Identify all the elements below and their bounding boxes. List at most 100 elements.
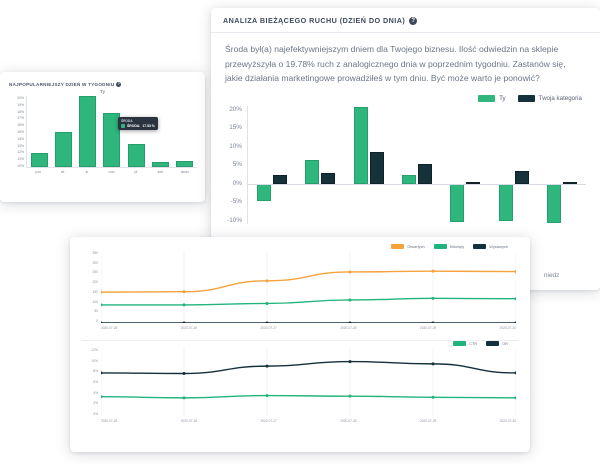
volume-data-point[interactable] [431, 296, 435, 300]
weekday-x-tick: sob [157, 170, 164, 174]
weekday-bar[interactable] [54, 132, 72, 167]
legend-item-or[interactable]: OR [486, 341, 508, 346]
volume-data-point[interactable] [99, 321, 103, 325]
analysis-x-label-sunday: niedz [544, 272, 560, 279]
analysis-bar-category[interactable] [514, 171, 529, 185]
analysis-bar-you[interactable] [353, 106, 368, 185]
legend-swatch-clicked [433, 244, 447, 249]
analysis-bar-group[interactable] [489, 106, 537, 224]
rates-data-point[interactable] [265, 394, 269, 398]
volume-series-line[interactable] [100, 297, 517, 306]
volume-data-point[interactable] [99, 290, 103, 294]
analysis-bar-group[interactable] [296, 106, 344, 224]
weekday-bar[interactable] [152, 161, 170, 167]
legend-item-sent[interactable]: Wysłanych [473, 244, 508, 249]
legend-item-ctr[interactable]: CTR [453, 341, 477, 346]
legend-item-category[interactable]: Twoja kategoria [517, 94, 582, 102]
legend-item-you[interactable]: Ty [478, 94, 506, 102]
volume-data-point[interactable] [348, 298, 352, 302]
weekday-series-label: Ty [99, 90, 106, 95]
weekday-x-tick: niedz [180, 170, 189, 174]
rates-x-tick: 2020-07-26 [180, 419, 198, 423]
weekday-bar[interactable] [30, 152, 48, 167]
rates-plot-area [99, 348, 518, 416]
rates-data-point[interactable] [182, 396, 186, 400]
weekday-bar[interactable] [79, 96, 97, 167]
weekday-x-tick: pt [134, 170, 138, 174]
rates-data-point[interactable] [514, 396, 518, 400]
analysis-bar-you[interactable] [546, 184, 561, 223]
analysis-bar-category[interactable] [417, 163, 432, 185]
legend-swatch-sent [473, 244, 487, 249]
volume-x-tick: 2020-07-30 [499, 326, 516, 330]
tooltip-value: 17.53 % [142, 124, 155, 128]
volume-data-point[interactable] [182, 290, 186, 294]
rates-y-tick: 12% [91, 348, 98, 352]
volume-data-point[interactable] [348, 270, 352, 274]
analysis-bar-you[interactable] [498, 184, 513, 221]
rates-data-point[interactable] [431, 362, 435, 366]
rates-x-tick: 2020-07-29 [419, 419, 437, 423]
analysis-bar-category[interactable] [562, 181, 577, 185]
volume-plot-area [99, 251, 518, 325]
volume-data-point[interactable] [99, 303, 103, 307]
rates-data-point[interactable] [99, 395, 103, 399]
volume-data-point[interactable] [514, 321, 518, 325]
legend-item-clicked[interactable]: Kliknięty [433, 244, 464, 249]
volume-data-point[interactable] [431, 321, 435, 325]
rates-data-point[interactable] [99, 371, 103, 375]
help-circle-icon[interactable]: ? [116, 82, 122, 87]
volume-data-point[interactable] [348, 321, 352, 325]
analysis-y-tick: -5% [230, 198, 242, 206]
weekday-bar[interactable] [103, 112, 121, 167]
rates-x-axis: 2020-07-25 2020-07-26 2020-07-27 2020-07-28… [101, 419, 516, 423]
legend-item-opened[interactable]: Otwartych [391, 244, 425, 249]
rates-series-line[interactable] [100, 360, 517, 375]
analysis-bar-category[interactable] [321, 172, 336, 185]
analysis-y-tick: 15% [229, 124, 242, 132]
weekday-tooltip: ŚRODA ŚRODA: 17.53 % [118, 117, 158, 130]
rates-data-point[interactable] [514, 371, 518, 375]
analysis-bar-category[interactable] [273, 175, 288, 185]
volume-data-point[interactable] [431, 269, 435, 273]
rates-data-point[interactable] [265, 364, 269, 368]
legend-swatch-category [517, 94, 535, 102]
help-circle-icon[interactable]: ? [409, 16, 418, 25]
analysis-bar-you[interactable] [450, 184, 465, 222]
volume-y-tick: 350 [92, 251, 98, 255]
rates-data-point[interactable] [348, 394, 352, 398]
rates-x-tick: 2020-07-27 [260, 419, 277, 423]
volume-data-point[interactable] [265, 301, 269, 305]
volume-series-line[interactable] [100, 270, 517, 293]
weekday-bar[interactable] [127, 143, 145, 167]
analysis-bar-group[interactable] [345, 106, 393, 224]
analysis-bar-group[interactable] [393, 106, 441, 224]
rates-y-tick: 0% [93, 411, 98, 416]
volume-data-point[interactable] [514, 270, 518, 274]
weekday-y-tick: 11% [17, 157, 24, 162]
tooltip-row: ŚRODA: 17.53 % [121, 124, 155, 128]
rates-series-line[interactable] [100, 394, 517, 399]
volume-svg [99, 251, 518, 325]
analysis-bar-group[interactable] [538, 106, 586, 224]
rates-data-point[interactable] [431, 395, 435, 399]
volume-data-point[interactable] [182, 321, 186, 325]
weekday-card-title: NAJPOPULARNIEJSZY DZIEŃ W TYGODNIU ? [9, 82, 205, 87]
analysis-bar-you[interactable] [401, 175, 416, 185]
volume-data-point[interactable] [265, 321, 269, 325]
analysis-bar-you[interactable] [257, 184, 272, 201]
analysis-bar-group[interactable] [441, 106, 489, 224]
volume-y-tick: 300 [92, 260, 98, 265]
analysis-card-header: ANALIZA BIEŻĄCEGO RUCHU (DZIEŃ DO DNIA) … [211, 8, 600, 33]
analysis-bar-group[interactable] [248, 106, 296, 224]
weekday-bar[interactable] [176, 161, 194, 167]
analysis-bar-you[interactable] [305, 159, 320, 185]
analysis-bar-category[interactable] [466, 182, 481, 185]
volume-data-point[interactable] [182, 303, 186, 307]
volume-data-point[interactable] [514, 297, 518, 301]
analysis-bar-category[interactable] [369, 151, 384, 185]
rates-data-point[interactable] [182, 372, 186, 375]
volume-data-point[interactable] [265, 279, 269, 283]
rates-data-point[interactable] [348, 360, 352, 364]
